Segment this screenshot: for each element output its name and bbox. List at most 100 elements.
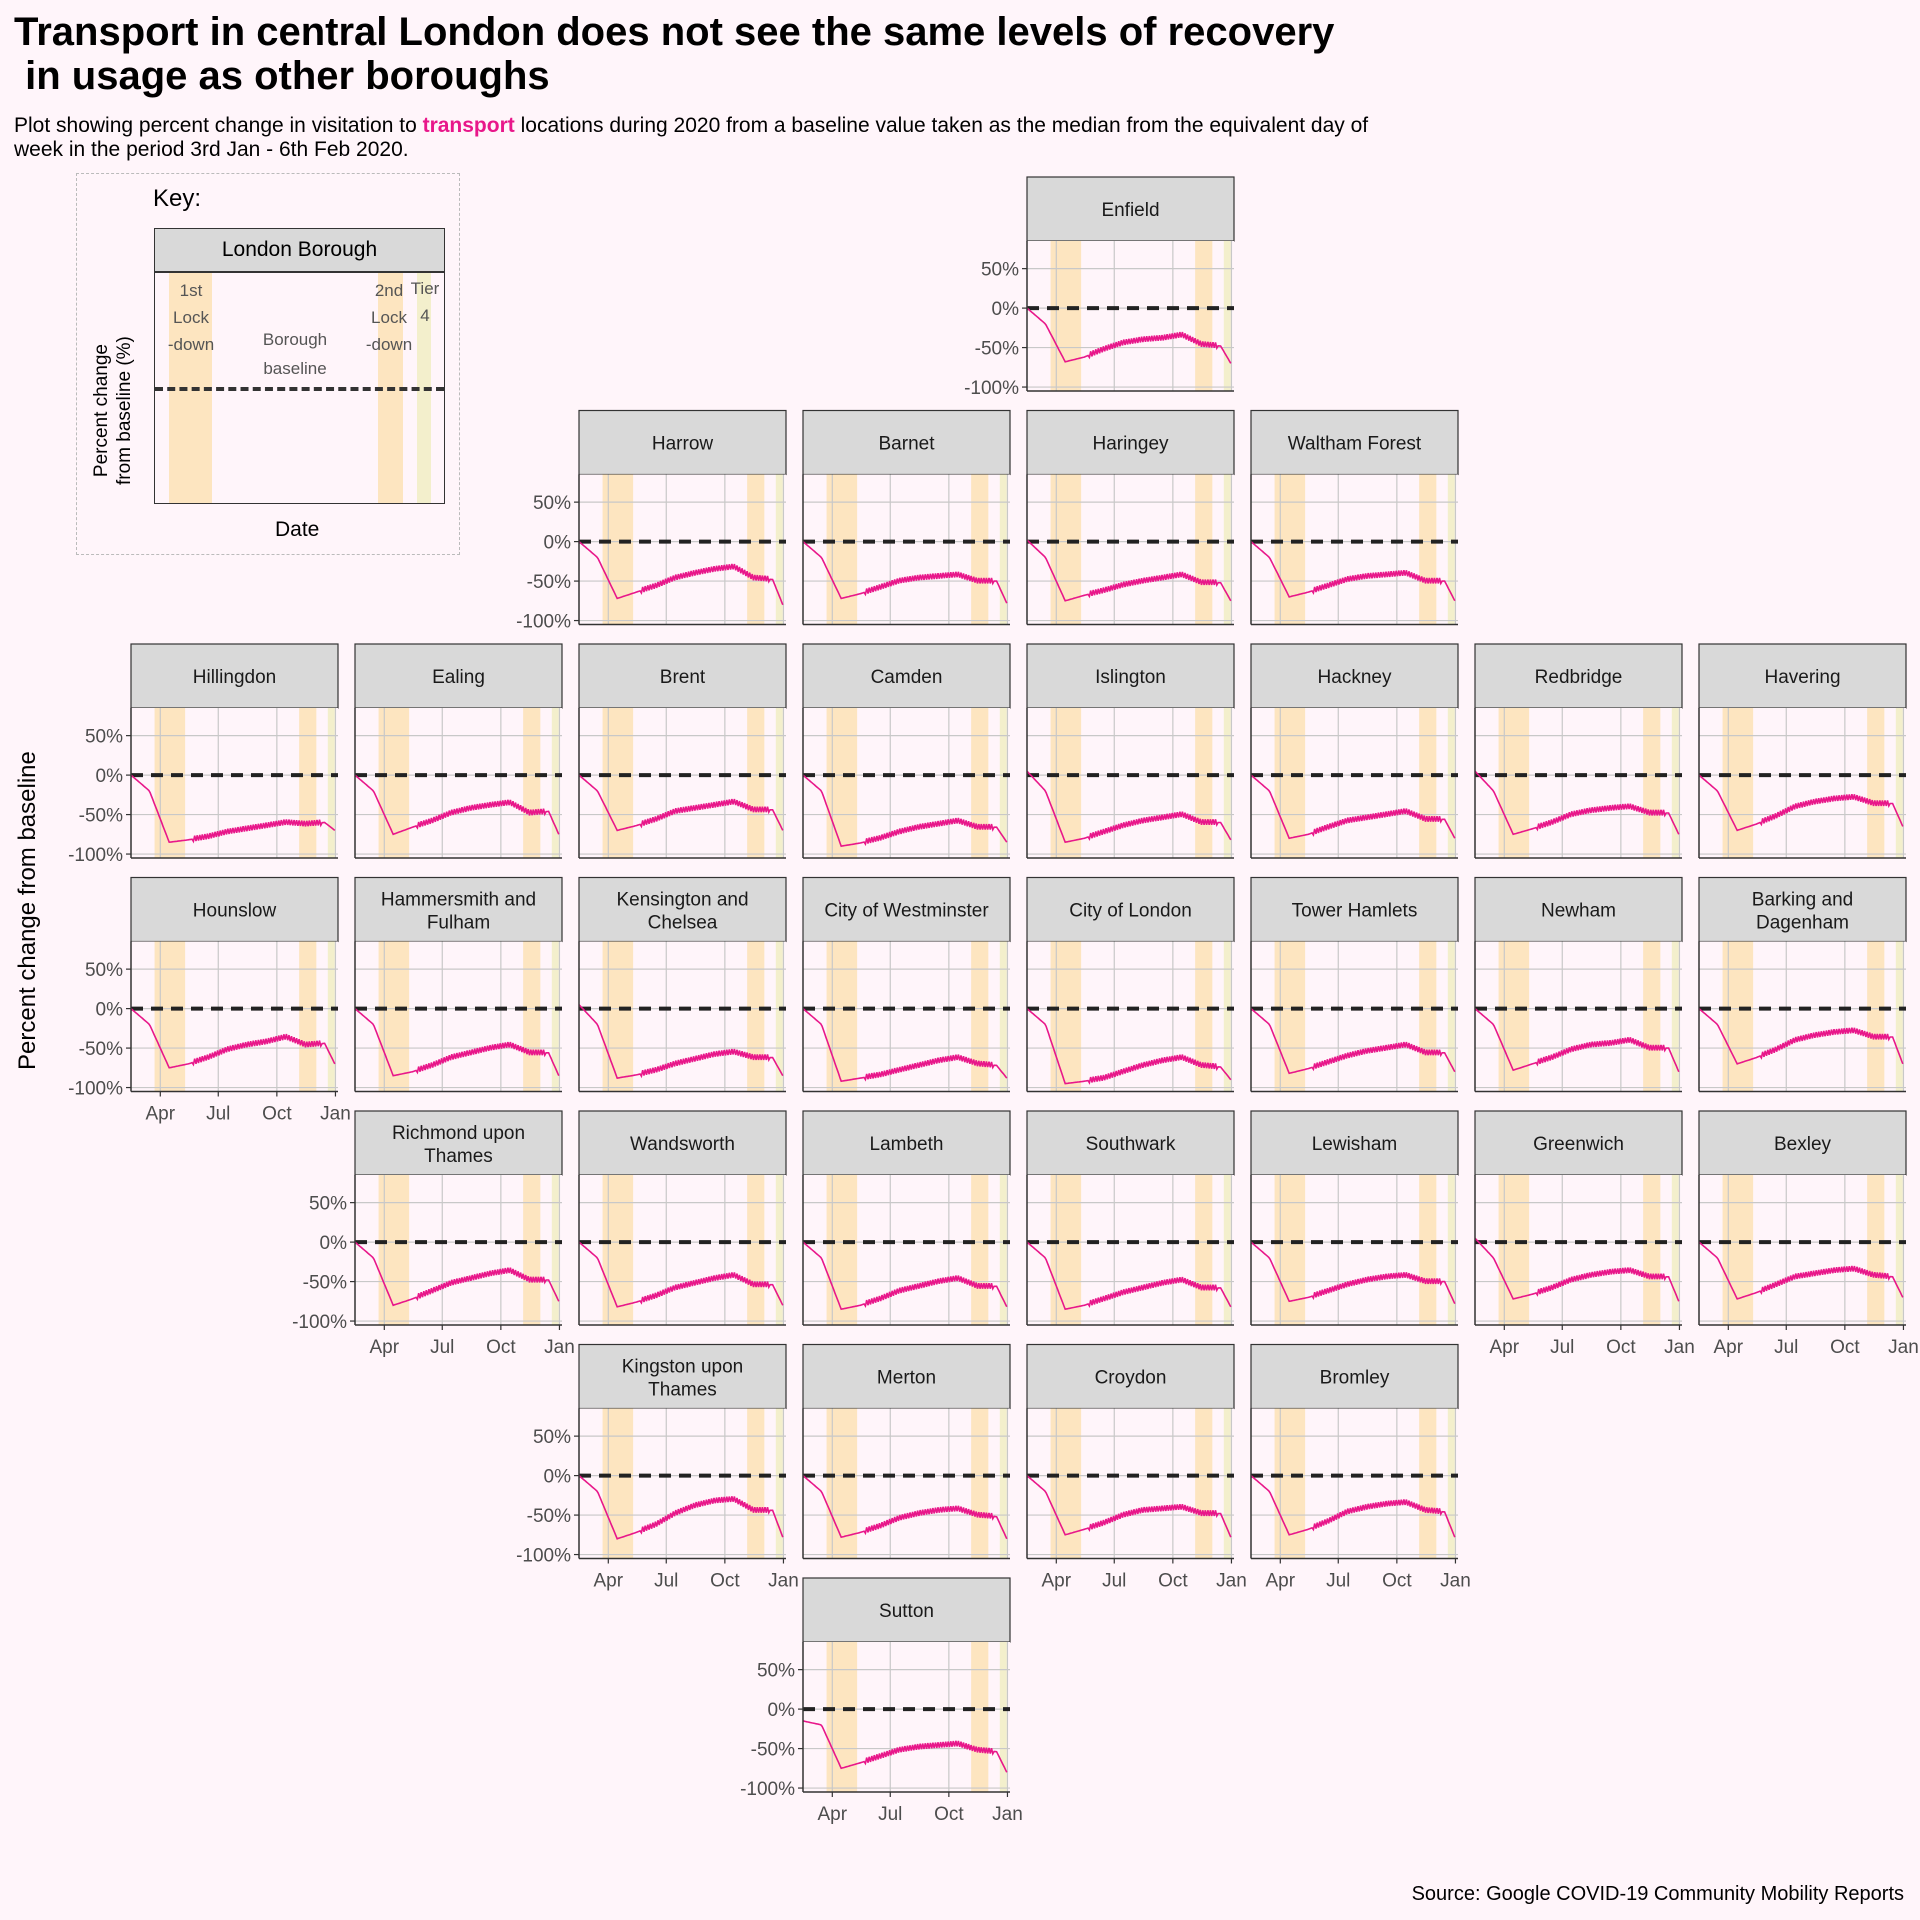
series-line [1698, 1241, 1904, 1300]
shaded-band-1 [154, 708, 186, 858]
panel-title: Hackney [1318, 667, 1392, 688]
series-line [1250, 540, 1456, 602]
shaded-band-2 [299, 941, 317, 1092]
x-tick-label: Oct [934, 1804, 964, 1825]
shaded-band-3 [775, 1408, 783, 1559]
panel-title: Ealing [432, 667, 485, 688]
panel-title-line: City of London [1069, 901, 1192, 922]
shaded-band-2 [523, 941, 541, 1092]
shaded-band-2 [747, 708, 765, 858]
panel-title-line: Southwark [1086, 1134, 1176, 1155]
panel-strip [578, 1343, 787, 1410]
key-panel: 1st Lock -down 2nd Lock -down Tier 4 Borough b… [154, 272, 445, 504]
panel-strip [130, 876, 339, 943]
shaded-band-1 [154, 941, 186, 1092]
shaded-band-2 [1419, 1175, 1437, 1325]
shaded-band-2 [1195, 941, 1213, 1092]
series-line [802, 540, 1008, 604]
shaded-band-1 [1274, 474, 1306, 625]
panel-title-line: Waltham Forest [1288, 434, 1422, 455]
panel-strip [802, 409, 1011, 476]
key-baseline-label: Borough baseline [245, 325, 345, 383]
panel-title: Southwark [1086, 1134, 1176, 1155]
panel-title: Islington [1095, 667, 1166, 688]
series-line [578, 540, 784, 606]
panel-title: Redbridge [1535, 667, 1623, 688]
shaded-band-3 [1671, 708, 1679, 858]
panel-strip [578, 643, 787, 709]
series-line [1026, 539, 1232, 602]
shaded-band-1 [1050, 941, 1082, 1092]
shaded-band-1 [602, 1408, 634, 1559]
key-x-label: Date [275, 518, 320, 541]
shaded-band-3 [999, 941, 1007, 1092]
series-line [1474, 770, 1680, 836]
x-tick-label: Oct [262, 1104, 292, 1125]
panel-title: Camden [871, 667, 943, 688]
shaded-band-3 [327, 941, 335, 1092]
y-tick-label: -100% [964, 378, 1019, 399]
key-band3-label: Tier 4 [407, 275, 443, 329]
series-line [802, 1720, 1008, 1773]
panel-title-line: Brent [660, 667, 706, 688]
y-tick-label: 50% [85, 960, 123, 981]
shaded-band-1 [1722, 1175, 1754, 1325]
shaded-band-2 [1643, 1175, 1661, 1325]
panel-strip [1250, 1343, 1459, 1410]
shaded-band-3 [999, 1642, 1007, 1792]
key-band2-line: Lock [371, 308, 407, 327]
shaded-band-2 [1195, 1408, 1213, 1559]
series-line [1474, 1237, 1680, 1302]
panel-strip [1698, 876, 1907, 943]
x-tick-label: Jan [1216, 1571, 1247, 1592]
shaded-band-1 [1050, 474, 1082, 625]
panel-title-line: Dagenham [1756, 913, 1849, 934]
panel-ealing: Ealing [354, 643, 563, 859]
shaded-band-1 [1274, 941, 1306, 1092]
panel-title-line: Sutton [879, 1601, 934, 1622]
y-tick-label: 50% [981, 260, 1019, 281]
panel-hillingdon: Hillingdon 50% 0% -50% -100% [68, 643, 339, 866]
shaded-band-3 [1447, 708, 1455, 858]
shaded-band-2 [971, 708, 989, 858]
series-line [1698, 774, 1904, 832]
y-tick-label: -50% [751, 1740, 795, 1761]
shaded-band-2 [971, 941, 989, 1092]
panel-title: Hounslow [193, 901, 277, 922]
panel-title-line: Lambeth [870, 1134, 944, 1155]
shaded-band-3 [327, 708, 335, 858]
x-tick-label: Jan [768, 1571, 799, 1592]
shaded-band-3 [999, 1175, 1007, 1325]
x-tick-label: Jul [654, 1571, 678, 1592]
x-tick-label: Apr [146, 1104, 176, 1125]
series-line [802, 774, 1008, 848]
shaded-band-1 [826, 1642, 858, 1792]
panel-merton: Merton [802, 1343, 1011, 1560]
shaded-band-3 [1447, 1175, 1455, 1325]
series-line [130, 1007, 336, 1069]
panel-title-line: Fulham [427, 913, 490, 934]
panel-title: Lambeth [870, 1134, 944, 1155]
key-baseline-dash [155, 387, 444, 391]
key-band1-line: 1st [179, 281, 203, 300]
shaded-band-2 [971, 1175, 989, 1325]
x-tick-label: Oct [1830, 1337, 1860, 1358]
x-tick-label: Apr [818, 1804, 848, 1825]
panel-title-line: Tower Hamlets [1292, 901, 1418, 922]
panel-title: Haringey [1092, 434, 1169, 455]
shaded-band-1 [826, 708, 858, 858]
panel-lewisham: Lewisham [1250, 1110, 1459, 1326]
x-tick-label: Jan [1664, 1337, 1695, 1358]
shaded-band-3 [775, 708, 783, 858]
shaded-band-2 [1195, 241, 1213, 391]
series-line [1698, 1007, 1904, 1065]
x-tick-label: Oct [1158, 1571, 1188, 1592]
panel-strip [802, 876, 1011, 943]
key-band3-line: 4 [420, 306, 430, 325]
x-tick-label: Jul [878, 1804, 902, 1825]
x-tick-label: Jan [992, 1804, 1023, 1825]
shaded-band-1 [1050, 1408, 1082, 1559]
panel-title-line: Croydon [1095, 1368, 1167, 1389]
y-tick-label: 0% [96, 766, 124, 787]
panel-title-line: Richmond upon [392, 1123, 525, 1144]
